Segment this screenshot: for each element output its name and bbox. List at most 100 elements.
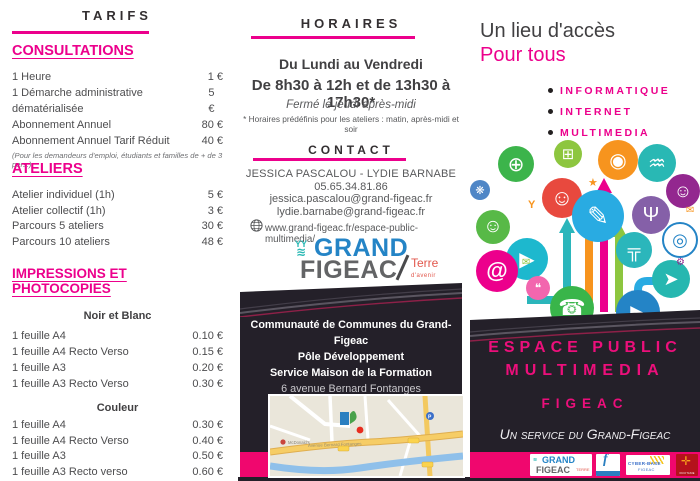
price-value: 5 € bbox=[208, 87, 215, 115]
spider-web-icon: ❋ bbox=[470, 180, 490, 200]
bullet-item: MULTIMEDIA bbox=[548, 122, 670, 143]
address-line-2: Pôle Développement bbox=[297, 351, 405, 363]
price-row: 1 feuille A3 Recto verso 0.60 € bbox=[12, 465, 223, 481]
horaires-title: HORAIRES bbox=[300, 16, 402, 31]
footer-logo-terre: TERRE bbox=[576, 467, 590, 472]
envelope-icon-2: ✉ bbox=[686, 205, 695, 216]
price-label: Atelier individuel (1h) bbox=[12, 189, 115, 201]
star-icon-2: ★ bbox=[692, 191, 700, 201]
address-line-3: Service Maison de la Formation bbox=[269, 367, 432, 379]
price-value: 0.20 € bbox=[192, 362, 223, 374]
logo-avenir: d'avenir bbox=[411, 273, 436, 279]
consultations-note: (Pour les demandeurs d'emploi, étudiants… bbox=[12, 151, 223, 169]
right-dark-section: ESPACE PUBLIC MULTIMEDIA FIGEAC Un servi… bbox=[470, 310, 700, 452]
price-label: 1 Heure bbox=[12, 71, 52, 83]
ateliers-section: ATELIERS Atelier individuel (1h) 5 € Atel… bbox=[12, 160, 223, 250]
price-value: 0.30 € bbox=[192, 419, 223, 431]
price-row: 1 feuille A4 Recto Verso 0.15 € bbox=[12, 344, 223, 360]
horaires-closed: Fermé le jeudi après-midi bbox=[286, 99, 416, 111]
ateliers-title: ATELIERS bbox=[12, 161, 83, 177]
noir-et-blanc-title: Noir et Blanc bbox=[83, 310, 152, 322]
document-pencil-icon: ✎ bbox=[572, 190, 624, 242]
price-value: 1 € bbox=[207, 71, 223, 83]
logo-tagline: Terre d'avenir bbox=[411, 256, 439, 281]
consultations-section: CONSULTATIONS 1 Heure 1 € 1 Démarche admi… bbox=[12, 42, 223, 169]
bullet-dot bbox=[548, 88, 553, 93]
map-marker-icon bbox=[356, 426, 364, 434]
footer-occitanie-text: OCCITANIE bbox=[679, 472, 695, 475]
tarifs-underline bbox=[12, 31, 149, 34]
espace-title-line-2: MULTIMEDIA bbox=[505, 362, 665, 379]
contact-names: JESSICA PASCALOU - LYDIE BARNABE bbox=[245, 168, 457, 180]
price-row: 1 feuille A4 0.10 € bbox=[12, 328, 223, 344]
price-row: 1 Heure 1 € bbox=[12, 69, 223, 85]
footer-logo-grand: GRAND bbox=[542, 455, 575, 465]
horaires-hours: De 8h30 à 12h et de 13h30 à 17h30* bbox=[251, 77, 451, 111]
envelope-icon: ✉ bbox=[522, 257, 531, 268]
occitanie-cross-icon: ✛ bbox=[681, 454, 692, 468]
map-street-label: Avenue Bernard Fontanges bbox=[308, 441, 363, 448]
bottom-dark-strip bbox=[238, 477, 700, 481]
consultations-title: CONSULTATIONS bbox=[12, 43, 134, 59]
espace-title-line-1: ESPACE PUBLIC bbox=[488, 339, 682, 356]
horaires-underline bbox=[251, 36, 415, 39]
price-row: 1 feuille A3 0.50 € bbox=[12, 449, 223, 465]
footer-formation-f: f bbox=[603, 454, 608, 467]
logo-terre: Terre bbox=[411, 256, 439, 270]
price-row: Abonnement Annuel 80 € bbox=[12, 117, 223, 133]
footer-formation-logo: f bbox=[596, 454, 620, 476]
price-label: 1 feuille A4 bbox=[12, 330, 66, 342]
bullet-dot bbox=[548, 109, 553, 114]
price-row: 1 feuille A3 0.20 € bbox=[12, 360, 223, 376]
access-title-1: Un lieu d'accès bbox=[480, 20, 615, 42]
horaires-days: Du Lundi au Vendredi bbox=[279, 56, 423, 72]
logo-grand: GRAND bbox=[314, 234, 409, 262]
map-poi-label: McDonald's bbox=[288, 440, 310, 445]
cocktail-icon: Y bbox=[528, 199, 536, 211]
footer-cyber-base-logo: CYBER-BASE FIGEAC bbox=[626, 455, 670, 475]
access-bullets: INFORMATIQUE INTERNET MULTIMEDIA bbox=[548, 80, 670, 143]
chat-bubbles-icon: ❝ bbox=[526, 276, 550, 300]
bullet-label-internet: INTERNET bbox=[560, 105, 633, 118]
logo-figeac: FIGEAC bbox=[300, 256, 398, 284]
price-label: Abonnement Annuel bbox=[12, 119, 112, 131]
footer-formation-strip bbox=[596, 471, 620, 476]
logo-yy-text: YY bbox=[294, 239, 307, 249]
footer-grand-figeac-logo: ≋ GRAND FIGEAC TERRE bbox=[530, 454, 592, 476]
footer-occitanie-logo: ✛ OCCITANIE bbox=[676, 454, 698, 476]
price-value: 0.15 € bbox=[192, 346, 223, 358]
map-image[interactable]: McDonald's P Avenue Bernard Fontanges bbox=[268, 394, 465, 478]
espace-title-line-3: FIGEAC bbox=[541, 396, 629, 411]
price-row: 1 feuille A3 Recto Verso 0.30 € bbox=[12, 376, 223, 392]
price-row: Atelier individuel (1h) 5 € bbox=[12, 188, 223, 204]
price-value: 0.40 € bbox=[192, 434, 223, 447]
twitter-bird-icon: ➤ bbox=[652, 260, 690, 298]
website-url: www.grand-figeac.fr/espace-public-multim… bbox=[265, 223, 419, 245]
sitemap-icon: ╦ bbox=[616, 232, 652, 268]
price-label: Atelier collectif (1h) bbox=[12, 204, 106, 217]
price-row: 1 Démarche administrative dématérialisée… bbox=[12, 85, 223, 117]
map-parking-icon: P bbox=[428, 415, 432, 421]
footer-cyber-text-1: CYBER-BASE bbox=[628, 461, 661, 466]
footer-logo-yy-mark: ≋ bbox=[533, 457, 538, 463]
bullet-dot bbox=[548, 130, 553, 135]
bullet-item: INTERNET bbox=[548, 101, 670, 122]
price-value: 0.60 € bbox=[192, 465, 223, 478]
user-icon: ☺ bbox=[476, 210, 510, 244]
decor-curves bbox=[240, 288, 462, 317]
map-logo-overlay bbox=[340, 412, 349, 425]
price-label: 1 feuille A4 Recto Verso bbox=[12, 434, 129, 447]
footer-cyber-text-2: FIGEAC bbox=[638, 467, 655, 472]
price-value: 80 € bbox=[201, 119, 223, 131]
grand-figeac-logo: YY ≋ GRAND FIGEAC Terre d'avenir bbox=[288, 234, 439, 286]
price-label: Parcours 10 ateliers bbox=[12, 235, 110, 248]
microphone-icon: Ψ bbox=[632, 196, 670, 234]
decor-curves bbox=[470, 317, 700, 342]
at-sign-icon: @ bbox=[476, 250, 518, 292]
bullet-label-informatique: INFORMATIQUE bbox=[560, 84, 671, 97]
webcam-icon: ◉ bbox=[598, 140, 638, 180]
gear-icon: ⚙ bbox=[676, 257, 685, 268]
impressions-title: IMPRESSIONS ET PHOTOCOPIES bbox=[12, 266, 127, 296]
price-label: Parcours 5 ateliers bbox=[12, 220, 104, 232]
